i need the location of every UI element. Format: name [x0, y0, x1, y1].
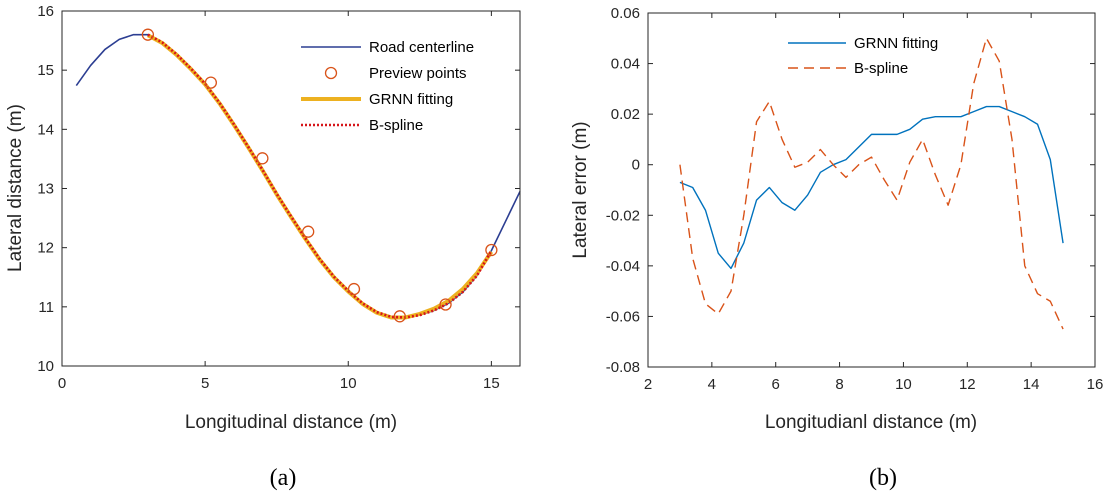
panel-b-xtick-label: 6 — [772, 376, 780, 393]
panel-b: 2 4 6 8 10 12 14 16 -0.08 -0.06 -0.04 -0.02 0 0.02 0.0… — [570, 5, 1103, 491]
legend-a-grnn-fitting-label: GRNN fitting — [369, 91, 453, 108]
panel-b-series-group — [679, 37, 1064, 330]
panel-b-xtick-label: 14 — [1023, 376, 1040, 393]
panel-a-ytick-label: 12 — [37, 240, 54, 257]
panel-b-ytick-label: -0.02 — [606, 207, 640, 224]
panel-b-xtick-label: 8 — [835, 376, 843, 393]
legend-b-bspline-label: B-spline — [854, 60, 908, 77]
legend-a-preview-points-swatch — [324, 66, 338, 80]
panel-a-preview-points-marker — [256, 152, 269, 165]
panel-b-xlabel: Longitudianl distance (m) — [765, 412, 977, 433]
panel-b-xtick-label: 16 — [1087, 376, 1104, 393]
panel-a-preview-points-marker — [485, 243, 498, 257]
panel-a-ytick-label: 13 — [37, 181, 54, 198]
panel-a-preview-points-marker — [302, 225, 315, 238]
panel-a-ylabel: Lateral distance (m) — [5, 104, 26, 272]
panel-a-preview-points-marker — [347, 282, 361, 296]
panel-b-ytick-label: -0.04 — [606, 258, 640, 275]
panel-b-ytick-label: -0.06 — [606, 308, 640, 325]
panel-b-ytick-label: 0.06 — [611, 5, 640, 22]
panel-a-xtick-label: 5 — [201, 375, 209, 392]
panel-a-caption: (a) — [270, 465, 297, 491]
panel-b-ytick-label: 0.04 — [611, 56, 640, 73]
legend-a-preview-points-label: Preview points — [369, 65, 467, 82]
legend-a-bspline-label: B-spline — [369, 117, 423, 134]
panel-b-legend: GRNN fitting B-spline — [788, 35, 938, 77]
panel-b-xtick-label: 4 — [708, 376, 716, 393]
panel-a-preview-points-marker — [393, 310, 406, 323]
panel-b-caption: (b) — [869, 465, 897, 491]
panel-a-ytick-label: 14 — [37, 121, 54, 138]
panel-a: 0 5 10 15 10 11 12 13 14 15 16 Longitudinal distan… — [5, 3, 521, 491]
legend-b-grnn-fitting-label: GRNN fitting — [854, 35, 938, 52]
panel-a-legend: Road centerline Preview points GRNN fitt… — [301, 39, 474, 134]
panel-a-ytick-label: 10 — [37, 358, 54, 375]
panel-b-ytick-label: -0.08 — [606, 359, 640, 376]
panel-a-xtick-label: 10 — [340, 375, 357, 392]
panel-b-ytick-label: 0 — [632, 157, 640, 174]
panel-a-ytick-label: 16 — [37, 3, 54, 20]
panel-b-axes-box — [647, 12, 1096, 368]
legend-a-road-centerline-label: Road centerline — [369, 39, 474, 56]
panel-b-xtick-label: 2 — [644, 376, 652, 393]
panel-b-xtick-label: 12 — [959, 376, 976, 393]
panel-a-ytick-label: 15 — [37, 62, 54, 79]
panel-a-ytick-label: 11 — [38, 299, 54, 316]
panel-a-preview-points-marker — [141, 28, 155, 41]
panel-b-plot-background — [648, 13, 1095, 367]
panel-a-xlabel: Longitudinal distance (m) — [185, 412, 397, 433]
panel-a-preview-points-marker — [204, 76, 218, 89]
panel-a-xtick-label: 15 — [483, 375, 500, 392]
panel-b-xtick-label: 10 — [895, 376, 912, 393]
panel-b-ytick-label: 0.02 — [611, 106, 640, 123]
panel-b-b-spline-line — [679, 37, 1064, 330]
panel-b-grnn-fitting-line — [679, 105, 1064, 270]
panel-a-preview-points-marker — [439, 298, 452, 311]
panel-a-b-spline-line — [147, 33, 493, 319]
panel-a-series-group — [75, 28, 521, 323]
panel-b-ylabel: Lateral error (m) — [570, 121, 591, 258]
panel-a-xtick-label: 0 — [58, 375, 66, 392]
